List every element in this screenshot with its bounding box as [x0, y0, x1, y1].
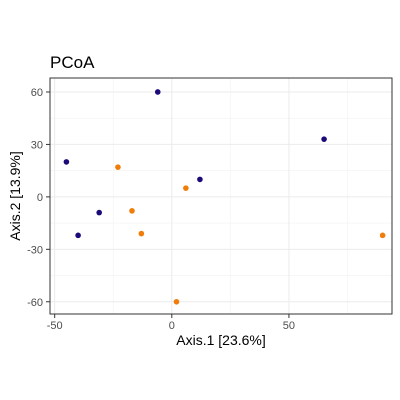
- data-point: [183, 185, 189, 191]
- data-point: [115, 164, 121, 170]
- y-tick-label: 0: [37, 192, 43, 204]
- data-point: [129, 208, 135, 214]
- data-point: [154, 89, 161, 95]
- chart-title: PCoA: [50, 53, 95, 72]
- data-point: [96, 209, 102, 216]
- data-point: [75, 232, 81, 239]
- x-axis-title: Axis.1 [23.6%]: [176, 332, 266, 348]
- x-axis-ticks: -50 0 50: [47, 314, 295, 332]
- data-points: [63, 89, 386, 305]
- y-tick-label: -30: [27, 244, 43, 256]
- data-point: [173, 298, 180, 305]
- major-gridlines: [50, 78, 392, 314]
- data-point: [138, 230, 145, 237]
- x-tick-label: 50: [283, 320, 295, 332]
- data-point: [197, 176, 203, 183]
- data-point: [379, 232, 386, 239]
- data-point: [321, 136, 327, 142]
- x-tick-label: 0: [169, 320, 175, 332]
- x-tick-label: -50: [47, 320, 63, 332]
- plot-panel: [49, 77, 393, 315]
- y-axis-title: Axis.2 [13.9%]: [7, 151, 23, 241]
- minor-gridlines: [50, 78, 392, 314]
- data-point: [63, 159, 70, 165]
- y-tick-label: -60: [27, 297, 43, 309]
- y-tick-label: 60: [31, 87, 43, 99]
- plot-border: [49, 77, 393, 315]
- y-axis-ticks: -60 -30 0 30 60: [27, 87, 50, 309]
- y-tick-label: 30: [31, 139, 43, 151]
